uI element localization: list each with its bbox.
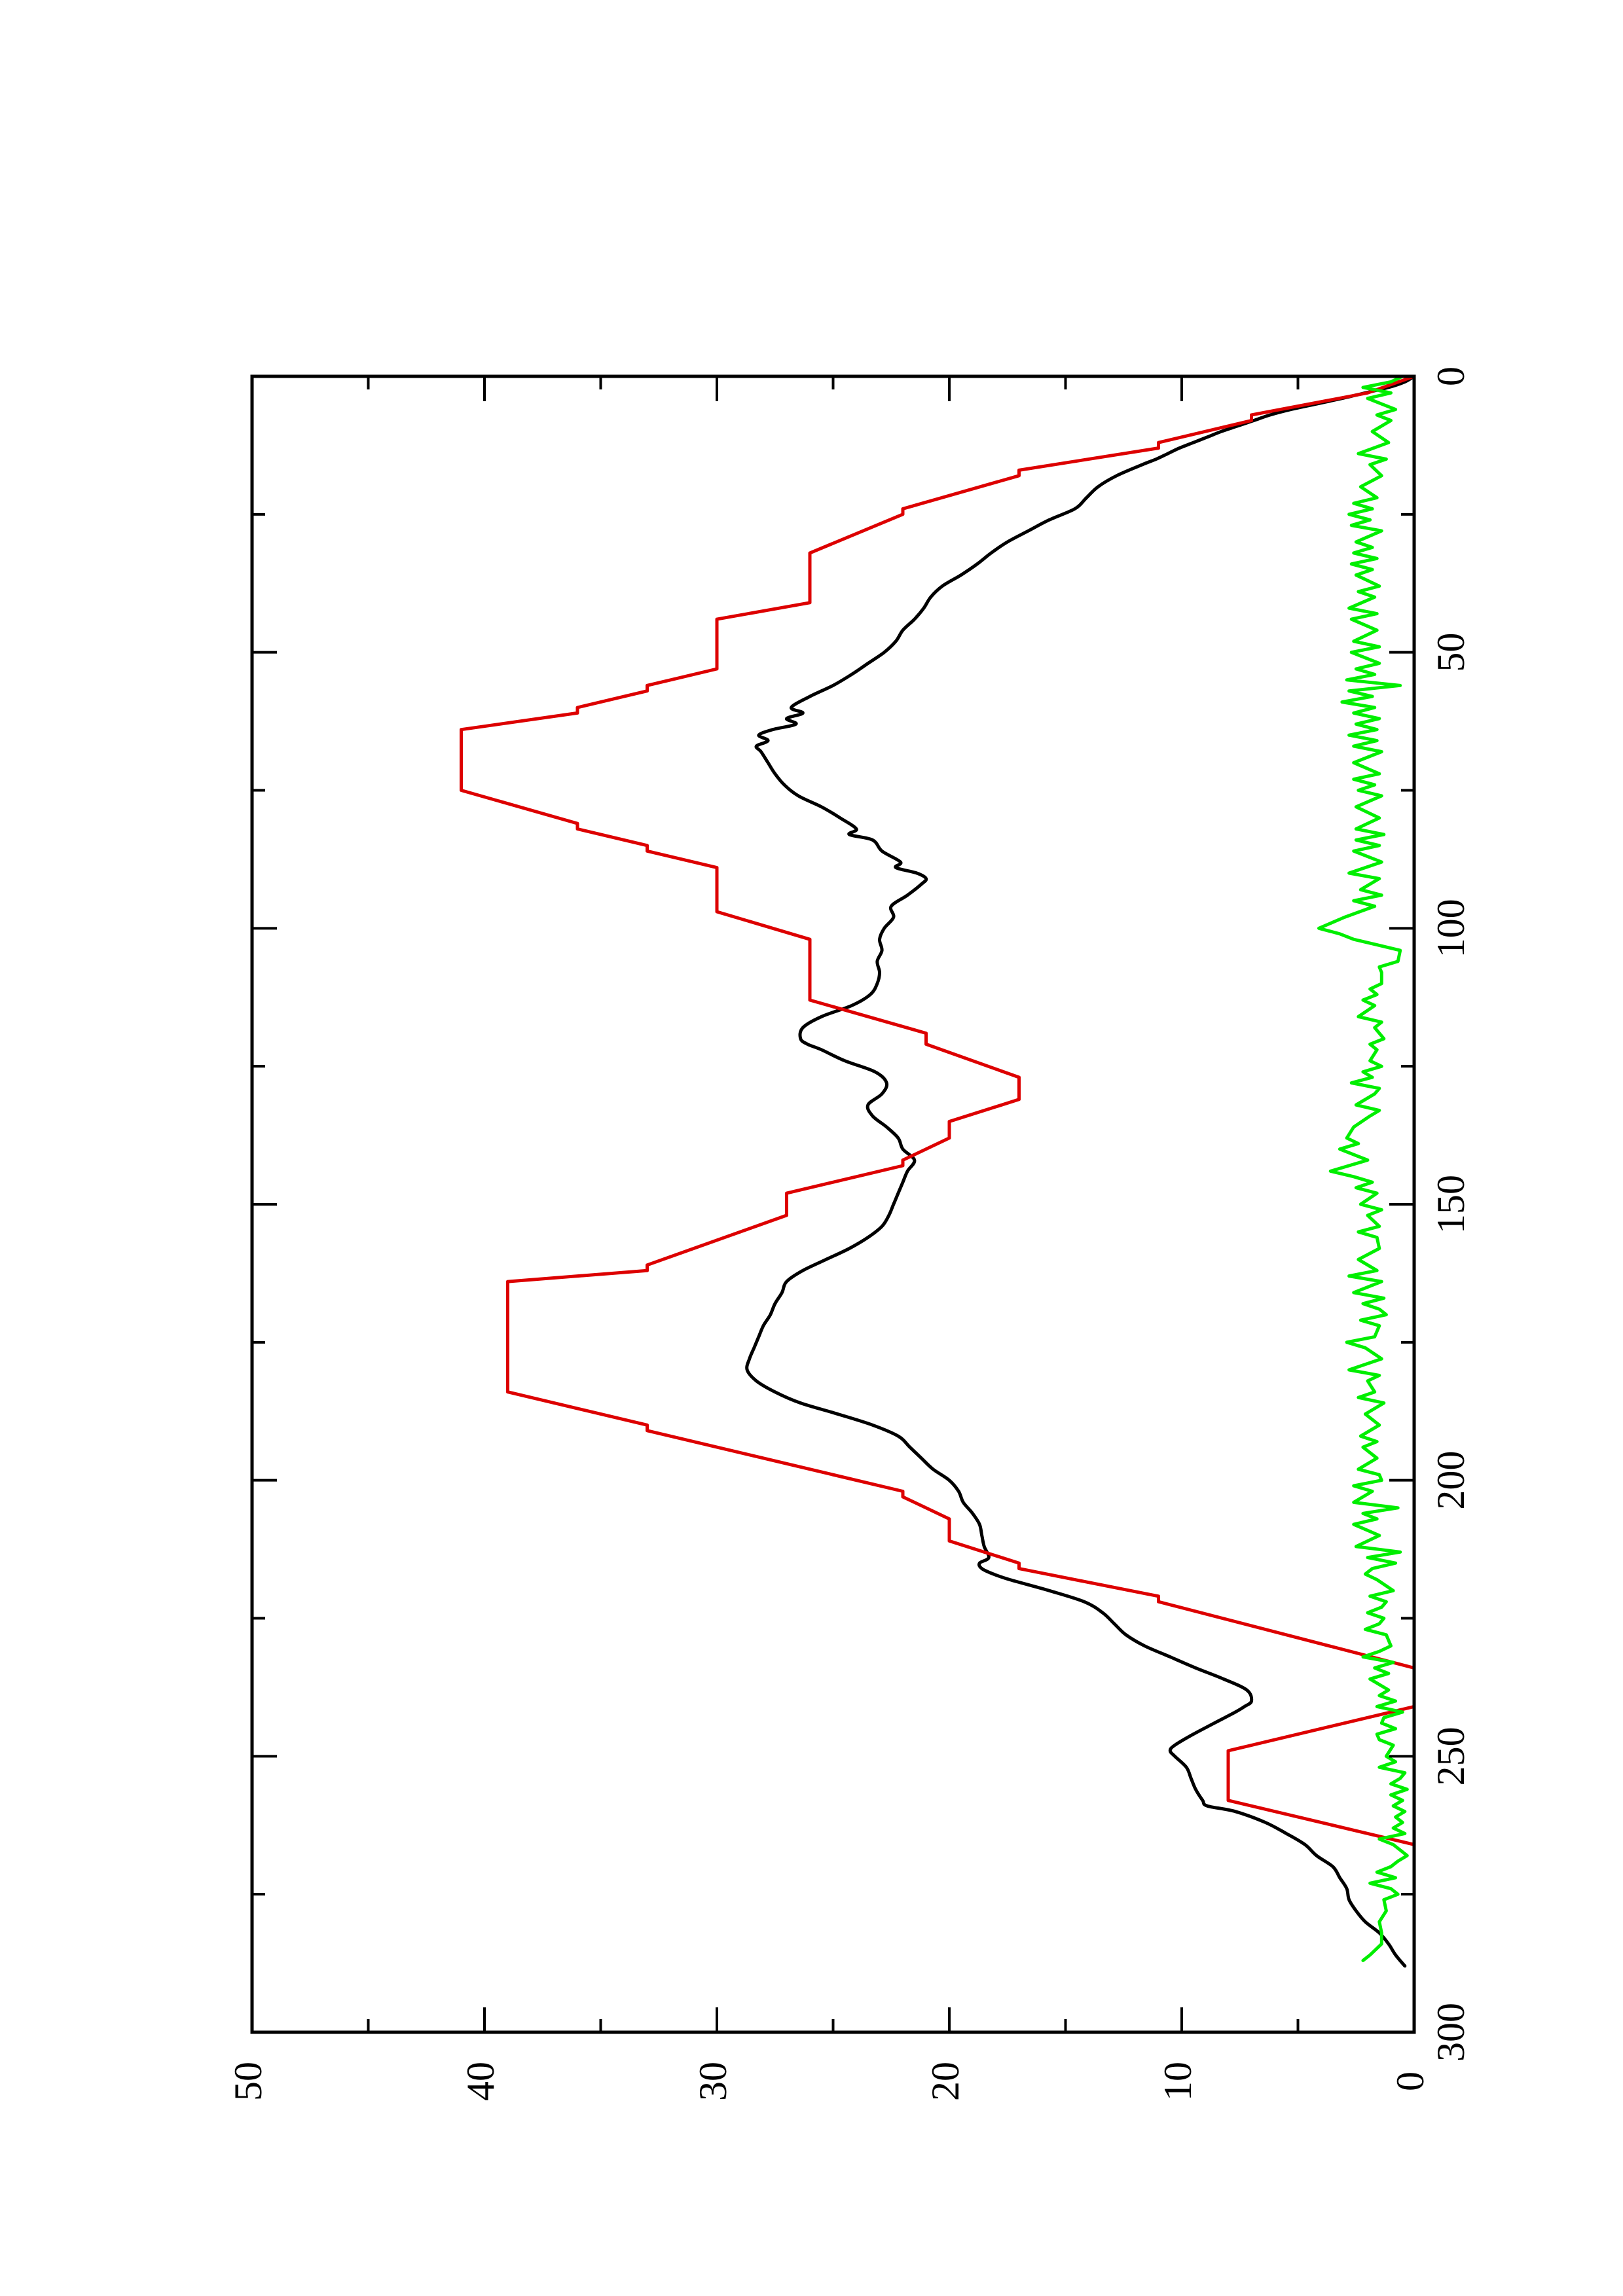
x-tick-label-150: 150 [1429, 1175, 1472, 1234]
y-tick-label-10: 10 [1156, 2062, 1199, 2101]
y-tick-label-50: 50 [227, 2062, 270, 2101]
y-tick-label-0: 0 [1389, 2072, 1432, 2091]
y-tick-label-30: 30 [691, 2062, 735, 2101]
x-tick-label-250: 250 [1429, 1727, 1472, 1785]
series-line-1 [745, 374, 1416, 1968]
x-tick-label-50: 50 [1429, 633, 1472, 672]
x-tick-label-100: 100 [1429, 899, 1472, 958]
x-tick-label-200: 200 [1429, 1451, 1472, 1510]
y-tick-label-20: 20 [924, 2062, 967, 2101]
y-tick-label-40: 40 [459, 2062, 502, 2101]
series-line-3 [1317, 374, 1409, 1962]
series-layer [460, 374, 1416, 1968]
x-tick-label-300: 300 [1429, 2003, 1472, 2062]
tick-layer [252, 376, 1414, 2032]
label-layer: 0 50 100 150 200 250 300 0 10 20 30 40 50 [227, 367, 1472, 2101]
series-line-2 [460, 374, 1416, 1846]
x-tick-label-0: 0 [1429, 367, 1472, 386]
